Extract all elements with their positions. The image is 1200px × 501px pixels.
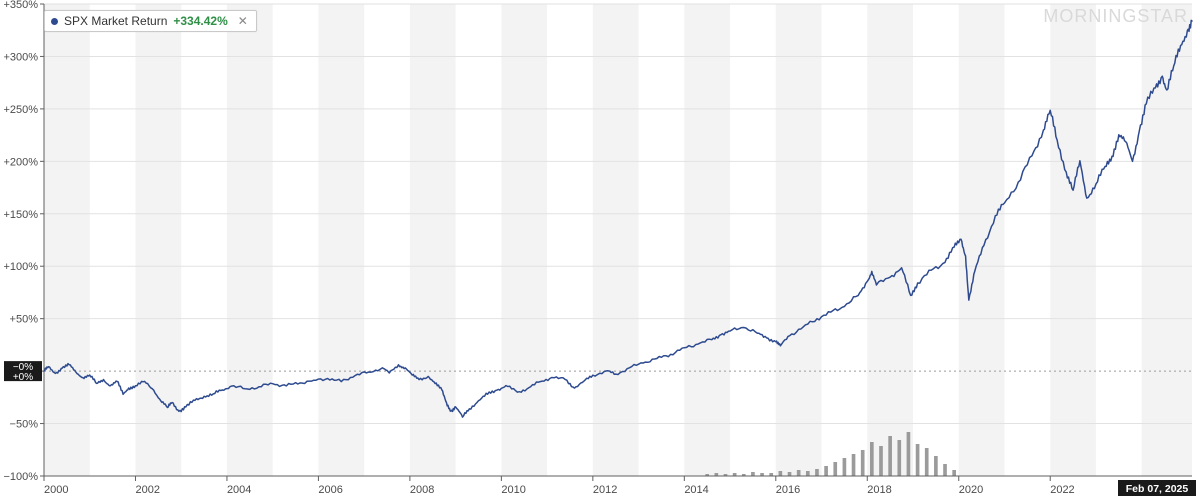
svg-text:+0%: +0% (13, 372, 33, 383)
svg-text:2004: 2004 (227, 484, 251, 496)
svg-text:2008: 2008 (410, 484, 434, 496)
svg-text:+100%: +100% (3, 261, 38, 273)
watermark: MORNINGSTAR (1043, 6, 1188, 27)
svg-text:2000: 2000 (44, 484, 68, 496)
spx-return-chart: −100% −50% +50% +100% +150% +200% +250% +300% +3… (0, 0, 1200, 501)
svg-text:+50%: +50% (10, 314, 39, 326)
svg-text:2010: 2010 (501, 484, 525, 496)
svg-text:2014: 2014 (684, 484, 708, 496)
svg-text:−100%: −100% (3, 471, 38, 483)
svg-text:2016: 2016 (776, 484, 800, 496)
legend-value: +334.42% (173, 14, 227, 28)
svg-text:2022: 2022 (1050, 484, 1074, 496)
legend-label: SPX Market Return (64, 14, 167, 28)
legend-chip[interactable]: SPX Market Return +334.42% ✕ (44, 10, 257, 32)
svg-text:+200%: +200% (3, 156, 38, 168)
svg-text:+250%: +250% (3, 104, 38, 116)
legend-dot-icon (51, 18, 58, 25)
svg-text:+350%: +350% (3, 0, 38, 11)
svg-text:+150%: +150% (3, 209, 38, 221)
svg-text:−50%: −50% (10, 419, 39, 431)
svg-text:2002: 2002 (135, 484, 159, 496)
svg-text:Feb 07, 2025: Feb 07, 2025 (1126, 483, 1189, 495)
svg-text:2006: 2006 (318, 484, 342, 496)
svg-text:2012: 2012 (593, 484, 617, 496)
close-icon[interactable]: ✕ (238, 14, 248, 28)
svg-text:2018: 2018 (867, 484, 891, 496)
svg-text:+300%: +300% (3, 51, 38, 63)
svg-text:2020: 2020 (959, 484, 983, 496)
